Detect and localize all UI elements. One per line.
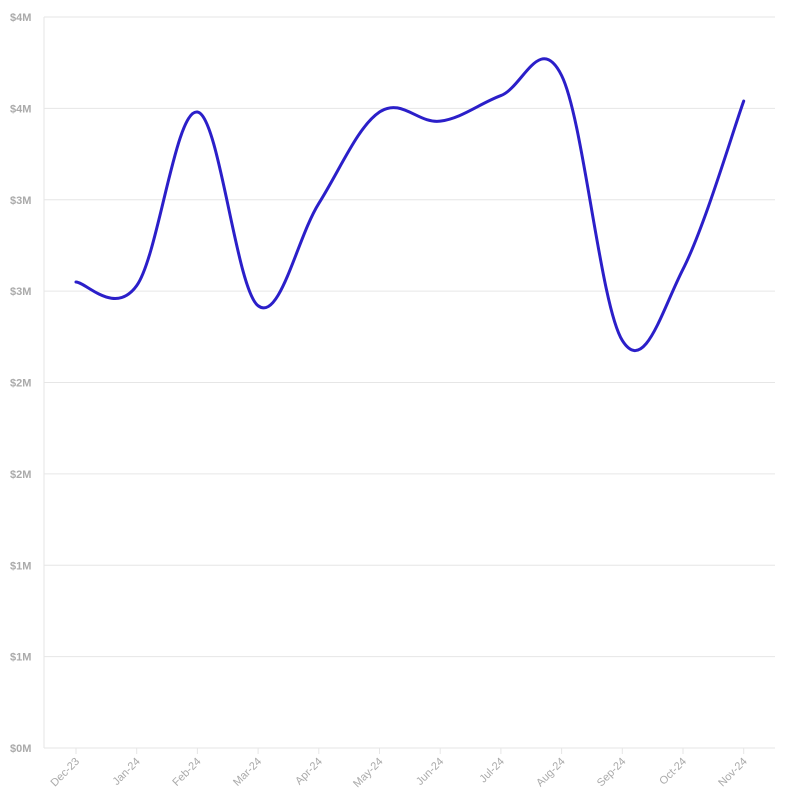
x-tick-label: Jul-24 <box>477 756 507 786</box>
axes <box>43 17 745 754</box>
y-tick-label: $1M <box>10 560 31 572</box>
x-tick-label: Sep-24 <box>595 756 629 790</box>
y-axis-tick-labels: $0M $1M $1M $2M $2M $3M $3M $4M $4M <box>10 12 31 755</box>
y-tick-label: $0M <box>10 743 31 755</box>
x-tick-label: Jun-24 <box>414 756 446 788</box>
y-tick-label: $4M <box>10 12 31 24</box>
y-tick-label: $2M <box>10 469 31 481</box>
x-tick-label: Nov-24 <box>716 756 750 790</box>
y-tick-label: $3M <box>10 286 31 298</box>
x-axis-tick-labels: Dec-23 Jan-24 Feb-24 Mar-24 Apr-24 May-24 Jun-… <box>49 756 750 790</box>
series-layer <box>74 57 746 352</box>
x-tick-label: Aug-24 <box>534 756 568 790</box>
y-tick-label: $1M <box>10 652 31 664</box>
x-tick-label: Apr-24 <box>293 756 325 788</box>
y-tick-label: $4M <box>10 103 31 115</box>
series-line <box>74 57 746 352</box>
gridlines <box>44 16 775 749</box>
x-tick-label: Jan-24 <box>111 756 143 788</box>
x-tick-label: Oct-24 <box>657 756 689 788</box>
y-tick-label: $3M <box>10 195 31 207</box>
x-tick-label: Mar-24 <box>231 756 264 789</box>
x-tick-label: Dec-23 <box>49 756 83 790</box>
x-tick-label: May-24 <box>351 756 385 790</box>
y-tick-label: $2M <box>10 378 31 390</box>
x-tick-label: Feb-24 <box>170 756 203 789</box>
